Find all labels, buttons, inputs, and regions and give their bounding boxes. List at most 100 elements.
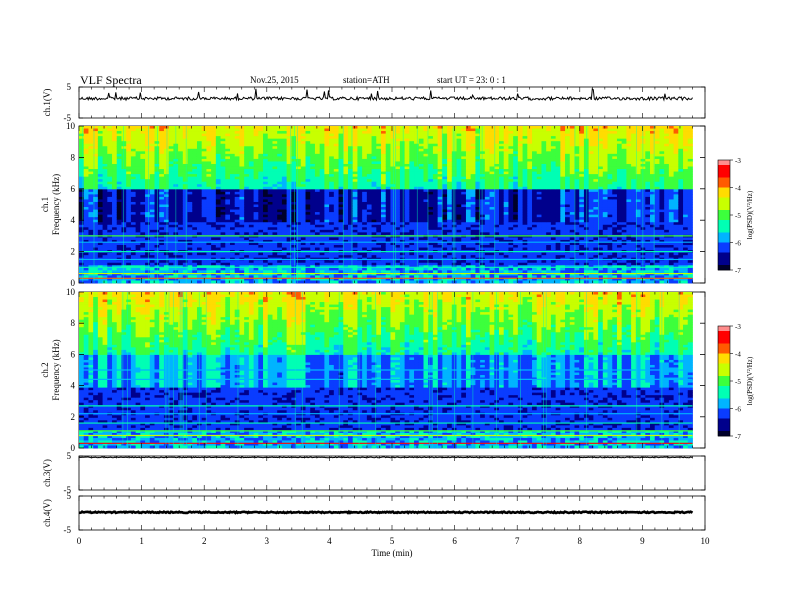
psd-cell	[206, 158, 212, 162]
psd-cell	[145, 267, 151, 271]
psd-cell	[196, 212, 203, 216]
psd-cell	[201, 179, 207, 183]
psd-cell	[281, 186, 288, 190]
psd-cell	[196, 209, 203, 213]
psd-cell	[362, 161, 368, 165]
psd-cell	[168, 222, 174, 226]
psd-cell	[329, 143, 335, 147]
psd-cell	[442, 133, 448, 137]
psd-cell	[253, 201, 259, 205]
psd-cell	[201, 227, 207, 231]
psd-cell	[244, 146, 250, 150]
psd-cell	[432, 277, 439, 281]
psd-cell	[437, 272, 443, 276]
psd-cell	[163, 169, 170, 172]
psd-cell	[178, 163, 184, 167]
psd-cell	[178, 199, 184, 203]
psd-cell	[220, 277, 226, 281]
psd-cell	[88, 179, 94, 183]
psd-cell	[428, 133, 434, 137]
psd-cell	[220, 143, 226, 147]
psd-cell	[277, 161, 283, 165]
psd-cell	[192, 207, 198, 210]
psd-cell	[83, 176, 89, 180]
psd-cell	[140, 136, 146, 140]
psd-cell	[418, 227, 424, 231]
psd-cell	[296, 143, 302, 147]
psd-cell	[187, 277, 193, 281]
psd-cell	[329, 255, 335, 259]
psd-cell	[116, 153, 122, 157]
psd-cell	[404, 128, 410, 132]
psd-cell	[215, 227, 221, 231]
psd-cell	[310, 143, 316, 147]
psd-cell	[352, 219, 358, 223]
psd-cell	[253, 184, 259, 188]
psd-cell	[159, 229, 165, 233]
psd-cell	[93, 128, 99, 132]
psd-cell	[371, 161, 377, 165]
psd-cell	[145, 179, 151, 183]
psd-cell	[97, 247, 103, 251]
psd-cell	[338, 171, 344, 175]
psd-cell	[447, 174, 453, 178]
psd-cell	[305, 179, 311, 183]
psd-cell	[178, 158, 184, 162]
psd-cell	[126, 217, 132, 221]
psd-cell	[357, 245, 363, 248]
psd-cell	[300, 224, 306, 228]
psd-cell	[239, 212, 245, 216]
psd-cell	[409, 146, 415, 150]
psd-cell	[333, 141, 339, 145]
psd-cell	[244, 209, 250, 213]
psd-cell	[385, 161, 391, 165]
psd-cell	[135, 280, 141, 284]
psd-cell	[79, 255, 85, 259]
psd-cell	[230, 161, 236, 165]
psd-cell	[418, 161, 424, 165]
psd-cell	[329, 131, 335, 134]
psd-cell	[102, 141, 108, 145]
psd-cell	[277, 275, 283, 279]
psd-cell	[357, 131, 363, 134]
psd-cell	[130, 189, 137, 193]
psd-cell	[239, 199, 245, 203]
psd-cell	[215, 232, 221, 236]
psd-cell	[130, 229, 137, 233]
psd-cell	[206, 161, 212, 165]
psd-cell	[347, 275, 354, 279]
psd-cell	[291, 212, 297, 216]
psd-cell	[432, 247, 439, 251]
psd-cell	[385, 212, 391, 216]
psd-cell	[149, 275, 155, 279]
psd-cell	[112, 171, 118, 175]
psd-cell	[239, 136, 245, 140]
psd-cell	[230, 141, 236, 145]
psd-cell	[272, 209, 278, 213]
psd-cell	[385, 171, 391, 175]
psd-cell	[163, 272, 170, 276]
psd-cell	[324, 255, 330, 259]
psd-cell	[404, 272, 410, 276]
psd-cell	[343, 171, 349, 175]
psd-cell	[414, 179, 420, 183]
psd-cell	[319, 272, 325, 276]
psd-cell	[196, 126, 203, 129]
psd-cell	[79, 207, 85, 210]
psd-cell	[310, 272, 316, 276]
psd-cell	[239, 156, 245, 160]
psd-cell	[310, 209, 316, 213]
psd-cell	[414, 174, 420, 178]
psd-cell	[418, 260, 424, 264]
psd-cell	[220, 179, 226, 183]
psd-cell	[253, 212, 259, 216]
psd-cell	[112, 207, 118, 210]
psd-cell	[83, 237, 89, 241]
psd-cell	[234, 184, 240, 188]
psd-cell	[263, 146, 269, 150]
psd-cell	[371, 277, 377, 281]
psd-cell	[196, 232, 203, 236]
psd-cell	[272, 126, 278, 129]
psd-cell	[182, 270, 188, 274]
psd-cell	[310, 179, 316, 183]
